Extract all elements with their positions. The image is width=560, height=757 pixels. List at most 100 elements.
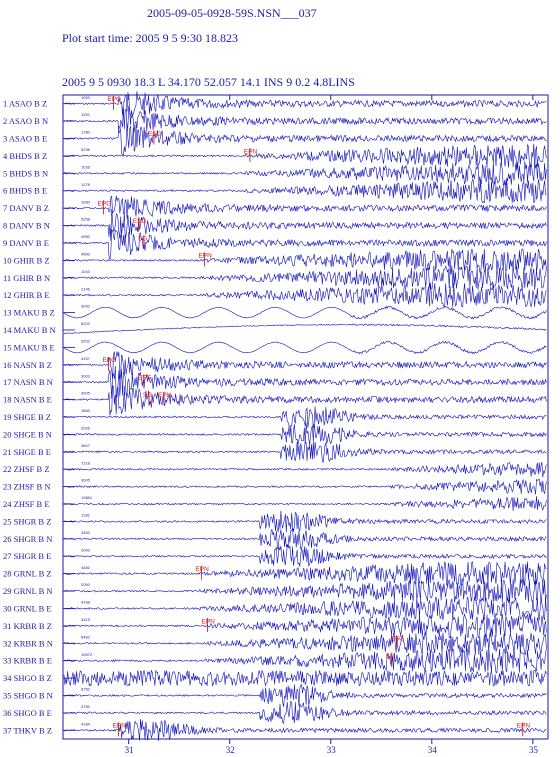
trace-amplitude: 1780 (81, 130, 91, 135)
waveform-trace (63, 578, 547, 604)
waveform-trace (63, 195, 547, 219)
trace-label: 30 GRNL B E (3, 603, 52, 613)
waveform-trace (63, 528, 547, 550)
trace-label: 6 BHDS B E (3, 186, 47, 196)
x-tick-label: 35 (529, 745, 539, 755)
waveform-trace (63, 441, 547, 463)
waveform-trace (63, 305, 547, 320)
trace-amplitude: 1043 (81, 269, 91, 274)
event-line: 2005 9 5 0930 18.3 L 34.170 52.057 14.1 … (62, 75, 355, 89)
waveform-trace (63, 323, 547, 335)
trace-label: 28 GRNL B Z (3, 569, 52, 579)
phase-pick-label: EPN (113, 723, 127, 730)
trace-label: 1 ASAO B Z (3, 99, 47, 109)
trace-label: 5 BHDS B N (3, 168, 48, 178)
trace-amplitude: 3005 (81, 391, 91, 396)
trace-label: 22 ZHSF B Z (3, 464, 50, 474)
waveform-trace (63, 365, 547, 399)
trace-amplitude: 2050 (81, 582, 91, 587)
waveform-trace (63, 283, 547, 308)
waveform-trace (63, 632, 547, 656)
trace-label: 7 DANV B Z (3, 203, 49, 213)
trace-amplitude: 1053 (81, 95, 91, 100)
trace-amplitude: 1135 (81, 112, 90, 117)
phase-pick-label: EPN (201, 618, 215, 625)
trace-amplitude: 7218 (81, 460, 91, 465)
trace-label: 31 KRBR B Z (3, 621, 52, 631)
trace-label: 24 ZHSF B E (3, 499, 50, 509)
phase-pick-label: EPN (517, 723, 531, 730)
trace-label: 3 ASAO B E (3, 134, 47, 144)
phase-pick-label: ESG (390, 636, 404, 643)
trace-label: 25 SHGR B Z (3, 516, 51, 526)
trace-amplitude: 10872 (81, 652, 93, 657)
trace-label: 14 MAKU B N (3, 325, 56, 335)
waveform-trace (63, 718, 547, 742)
trace-label: 32 KRBR B N (3, 638, 53, 648)
trace-amplitude: 4500 (81, 251, 91, 256)
trace-amplitude: 4950 (81, 234, 91, 239)
waveform-trace (64, 406, 547, 428)
waveform-trace (63, 461, 547, 478)
phase-pick-label: EPN (198, 253, 212, 260)
waveform-trace (63, 561, 547, 587)
phase-pick-label: EPG (108, 96, 122, 103)
trace-amplitude: 3000 (81, 304, 91, 309)
phase-pick-label: EPG (102, 357, 116, 364)
trace-label: 8 DANV B N (3, 221, 50, 231)
trace-amplitude: 8750 (81, 687, 91, 692)
trace-amplitude: 3003 (81, 373, 91, 378)
trace-amplitude: 2146 (81, 286, 91, 291)
waveform-trace (63, 648, 547, 674)
waveform-trace (63, 265, 547, 290)
trace-amplitude: 2026 (81, 426, 91, 431)
trace-amplitude: 3202 (81, 339, 91, 344)
trace-amplitude: 2000 (81, 547, 91, 552)
waveform-trace (63, 613, 547, 639)
waveform-trace (63, 229, 547, 260)
trace-amplitude: 3005 (81, 478, 91, 483)
trace-amplitude: 4157 (81, 356, 91, 361)
trace-amplitude: 1080 (81, 199, 91, 204)
trace-label: 37 THKV B Z (3, 725, 52, 735)
trace-label: 29 GRNL B N (3, 586, 53, 596)
trace-label: 9 DANV B E (3, 238, 49, 248)
waveform-trace (63, 123, 547, 156)
waveform-trace (64, 478, 547, 495)
trace-label: 13 MAKU B Z (3, 308, 55, 318)
phase-pick-label: ESG (133, 218, 147, 225)
trace-label: 33 KRBR B E (3, 656, 52, 666)
trace-amplitude: 5202 (81, 321, 91, 326)
phase-pick-label: SG (138, 235, 147, 242)
trace-amplitude: 1026 (81, 164, 91, 169)
trace-amplitude: 3450 (81, 530, 91, 535)
phase-pick-label: EPG (97, 201, 111, 208)
waveform-trace (63, 208, 547, 241)
trace-amplitude: 6482 (81, 634, 91, 639)
plot-start-time: Plot start time: 2005 9 5 9:30 18.823 (62, 31, 238, 45)
waveform-trace (63, 543, 547, 568)
trace-amplitude: 3750 (81, 704, 91, 709)
trace-label: 23 ZHSF B N (3, 482, 50, 492)
trace-label: 19 SHGE B Z (3, 412, 51, 422)
trace-label: 10 GHIR B Z (3, 255, 50, 265)
trace-label: 27 SHGR B E (3, 551, 51, 561)
trace-amplitude: 4184 (81, 721, 91, 726)
trace-label: 11 GHIR B N (3, 273, 50, 283)
trace-label: 21 SHGE B E (3, 447, 51, 457)
trace-amplitude: 4168 (81, 600, 91, 605)
trace-amplitude: 1136 (81, 513, 90, 518)
trace-amplitude: 5236 (81, 147, 91, 152)
waveform-trace (63, 496, 547, 512)
trace-label: 34 SHGO B Z (3, 673, 52, 683)
phase-pick-label: EPN (158, 392, 172, 399)
trace-label: 16 NASN B Z (3, 360, 52, 370)
waveform-trace (63, 340, 547, 355)
trace-amplitude: 3847 (81, 443, 91, 448)
x-tick-label: 34 (428, 745, 438, 755)
trace-label: 35 SHGO B N (3, 690, 53, 700)
x-tick-label: 32 (226, 745, 235, 755)
trace-label: 20 SHGE B N (3, 429, 52, 439)
phase-pick-label: ESG (138, 375, 152, 382)
